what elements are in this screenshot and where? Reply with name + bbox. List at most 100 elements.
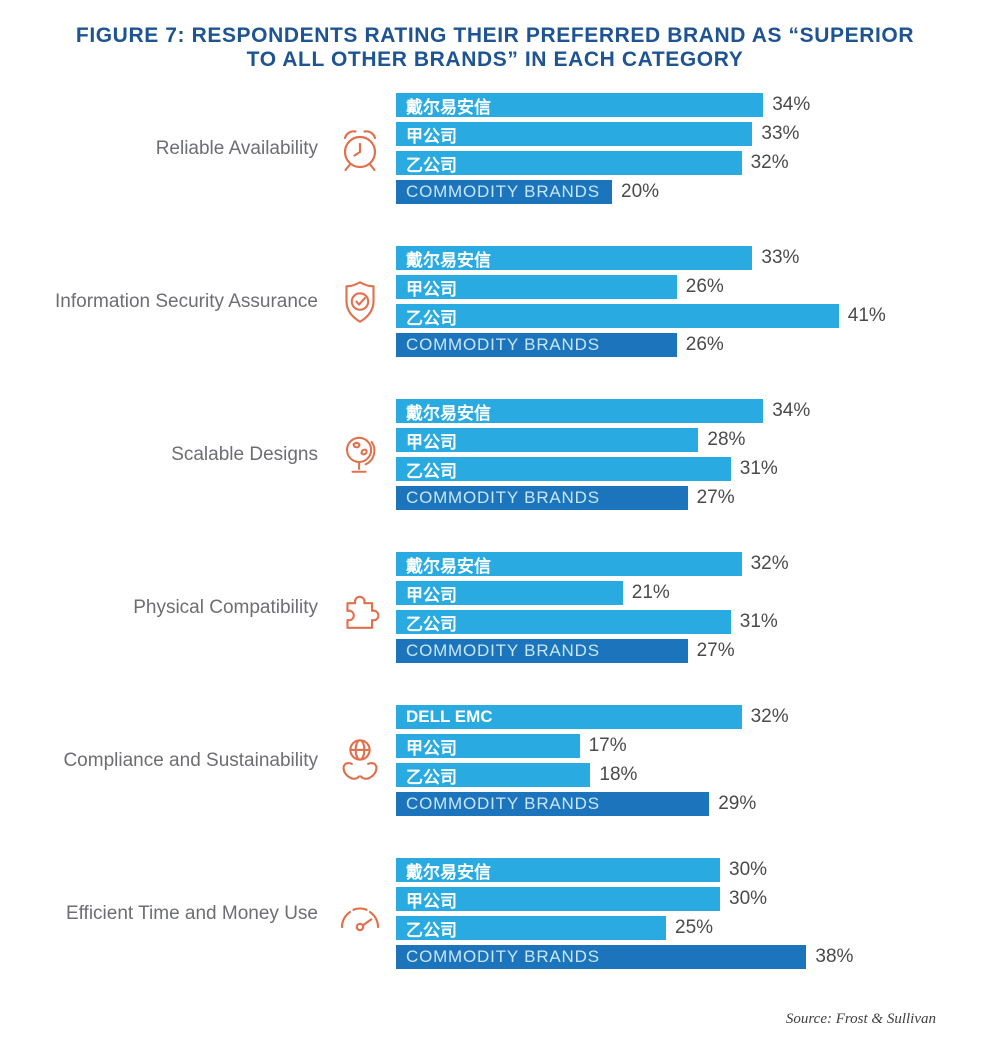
bar-brand-label: 戴尔易安信 <box>406 862 491 882</box>
bar-brand-label: COMMODITY BRANDS <box>406 488 600 507</box>
bar-row: COMMODITY BRANDS 27% <box>396 639 990 663</box>
bar-brand-label: COMMODITY BRANDS <box>406 794 600 813</box>
bar-value-label: 26% <box>685 276 724 297</box>
bar-brand-label: 乙公司 <box>406 767 457 787</box>
bar: 乙公司 <box>396 151 742 175</box>
bar-row: 戴尔易安信 34% <box>396 399 990 423</box>
bar-value-label: 20% <box>621 181 660 202</box>
category-label: Scalable Designs <box>171 443 318 465</box>
bar-row: 乙公司 31% <box>396 457 990 481</box>
bar: 乙公司 <box>396 304 839 328</box>
category-label: Compliance and Sustainability <box>63 749 318 771</box>
bar-row: 戴尔易安信 30% <box>396 858 990 882</box>
bar-value-label: 30% <box>729 888 768 909</box>
figure-title: FIGURE 7: RESPONDENTS RATING THEIR PREFE… <box>0 24 990 72</box>
bar-value-label: 32% <box>750 706 789 727</box>
bar-row: 乙公司 32% <box>396 151 990 175</box>
bar-row: COMMODITY BRANDS 27% <box>396 486 990 510</box>
bar: 乙公司 <box>396 916 666 940</box>
bar-brand-label: 戴尔易安信 <box>406 97 491 117</box>
bar-commodity: COMMODITY BRANDS <box>396 792 710 816</box>
bar-row: 戴尔易安信 32% <box>396 552 990 576</box>
bar-brand-label: 乙公司 <box>406 155 457 175</box>
bar-value-label: 31% <box>739 611 778 632</box>
bar-value-label: 27% <box>696 487 735 508</box>
bar-commodity: COMMODITY BRANDS <box>396 945 807 969</box>
bar-brand-label: 乙公司 <box>406 920 457 940</box>
bar-value-label: 38% <box>815 946 854 967</box>
alarm-clock-icon <box>324 121 396 177</box>
bar-value-label: 32% <box>750 152 789 173</box>
bar-brand-label: 甲公司 <box>406 585 457 605</box>
bar-value-label: 21% <box>631 582 670 603</box>
bar-brand-label: 戴尔易安信 <box>406 556 491 576</box>
bar-row: 甲公司 28% <box>396 428 990 452</box>
bar-value-label: 26% <box>685 334 724 355</box>
figure-title-line1: FIGURE 7: RESPONDENTS RATING THEIR PREFE… <box>75 24 915 47</box>
bar-commodity: COMMODITY BRANDS <box>396 333 677 357</box>
bar-brand-label: DELL EMC <box>406 707 493 726</box>
category-label: Information Security Assurance <box>55 290 318 312</box>
bar-commodity: COMMODITY BRANDS <box>396 180 612 204</box>
bar-value-label: 28% <box>707 429 746 450</box>
bar-brand-label: 乙公司 <box>406 308 457 328</box>
bar-row: 甲公司 33% <box>396 122 990 146</box>
bar-row: 甲公司 17% <box>396 734 990 758</box>
bar-row: COMMODITY BRANDS 20% <box>396 180 990 204</box>
bar-brand-label: 甲公司 <box>406 126 457 146</box>
bar-list: 戴尔易安信 32% 甲公司 21% 乙公司 31% <box>396 552 990 663</box>
bar-value-label: 25% <box>675 917 714 938</box>
bar: 戴尔易安信 <box>396 552 742 576</box>
bar-brand-label: 乙公司 <box>406 461 457 481</box>
desk-globe-icon <box>324 429 396 481</box>
bar-row: DELL EMC 32% <box>396 705 990 729</box>
bar-brand-label: COMMODITY BRANDS <box>406 947 600 966</box>
source-attribution: Source: Frost & Sullivan <box>785 1011 936 1027</box>
category-group-compliance-and-sustainability: Compliance and Sustainability DELL EMC <box>0 705 990 816</box>
bar-value-label: 30% <box>729 859 768 880</box>
category-label: Physical Compatibility <box>133 596 318 618</box>
category-group-information-security-assurance: Information Security Assurance 戴尔易安信 33% <box>0 246 990 357</box>
bar-brand-label: COMMODITY BRANDS <box>406 335 600 354</box>
bar-brand-label: 甲公司 <box>406 891 457 911</box>
bar: 戴尔易安信 <box>396 246 753 270</box>
bar-value-label: 18% <box>599 764 638 785</box>
bar: 戴尔易安信 <box>396 858 720 882</box>
bar: 戴尔易安信 <box>396 399 764 423</box>
bar-brand-label: COMMODITY BRANDS <box>406 182 600 201</box>
bar-commodity: COMMODITY BRANDS <box>396 486 688 510</box>
bar-row: COMMODITY BRANDS 26% <box>396 333 990 357</box>
bar-row: 乙公司 41% <box>396 304 990 328</box>
bar-row: 戴尔易安信 34% <box>396 93 990 117</box>
bar: 戴尔易安信 <box>396 93 764 117</box>
bar-brand-label: 乙公司 <box>406 614 457 634</box>
category-label: Efficient Time and Money Use <box>65 902 318 924</box>
bar-value-label: 33% <box>761 247 800 268</box>
bar: 甲公司 <box>396 428 699 452</box>
bar-brand-label: 甲公司 <box>406 279 457 299</box>
puzzle-piece-icon <box>324 581 396 635</box>
bar: 甲公司 <box>396 581 623 605</box>
bar-row: 甲公司 30% <box>396 887 990 911</box>
hands-globe-icon <box>324 734 396 788</box>
bar: 甲公司 <box>396 887 720 911</box>
bar-list: 戴尔易安信 33% 甲公司 26% 乙公司 41% <box>396 246 990 357</box>
bar-value-label: 34% <box>772 94 811 115</box>
bar-list: DELL EMC 32% 甲公司 17% 乙公司 18% <box>396 705 990 816</box>
bar-brand-label: 戴尔易安信 <box>406 403 491 423</box>
bar-row: COMMODITY BRANDS 29% <box>396 792 990 816</box>
bar: 乙公司 <box>396 457 731 481</box>
bar-row: 甲公司 26% <box>396 275 990 299</box>
bar-value-label: 29% <box>718 793 757 814</box>
bar-row: 甲公司 21% <box>396 581 990 605</box>
bar: 甲公司 <box>396 122 753 146</box>
category-group-scalable-designs: Scalable Designs 戴尔易安信 34% <box>0 399 990 510</box>
bar-row: 乙公司 25% <box>396 916 990 940</box>
category-group-efficient-time-and-money-use: Efficient Time and Money Use 戴尔易安信 30% <box>0 858 990 969</box>
bar-chart: Reliable Availability 戴尔易安信 34% <box>0 93 990 969</box>
bar-brand-label: COMMODITY BRANDS <box>406 641 600 660</box>
bar-row: 戴尔易安信 33% <box>396 246 990 270</box>
bar-row: 乙公司 18% <box>396 763 990 787</box>
bar-value-label: 17% <box>588 735 627 756</box>
bar-brand-label: 甲公司 <box>406 432 457 452</box>
